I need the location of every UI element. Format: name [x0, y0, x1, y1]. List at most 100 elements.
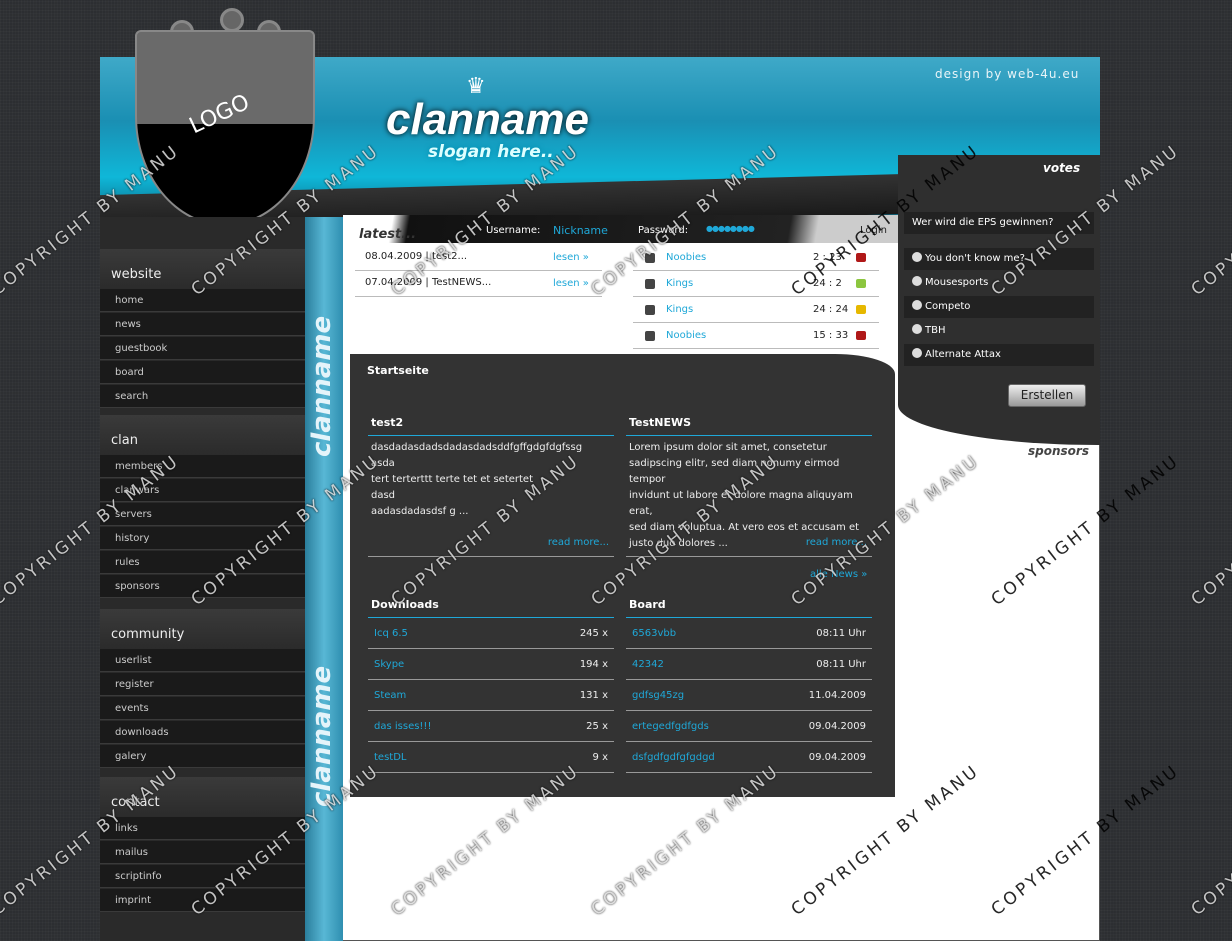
board-link[interactable]: 6563vbb — [632, 628, 677, 639]
board-time: 11.04.2009 — [808, 690, 866, 701]
downloads-count: 131 x — [579, 690, 608, 701]
news-line: dasdadasdadsdadasdadsddfgffgdgfdgfssg — [371, 442, 583, 453]
poll-option[interactable]: Competo — [904, 296, 1094, 318]
news-line: aadasdadasdsf g ... — [371, 506, 469, 517]
downloads-link[interactable]: Icq 6.5 — [374, 628, 408, 639]
board-row: 42342 08:11 Uhr — [626, 649, 872, 680]
username-input[interactable]: Nickname — [553, 224, 608, 237]
login-button[interactable]: Login — [860, 225, 887, 236]
sidebar-item-home[interactable]: home — [100, 289, 305, 312]
sidebar-item-guestbook[interactable]: guestbook — [100, 337, 305, 360]
section-title: contact — [111, 795, 160, 810]
board-time: 09.04.2009 — [808, 752, 866, 763]
latest-news-row: 08.04.2009 | test2... lesen » — [355, 245, 602, 271]
sidebar-item-rules[interactable]: rules — [100, 551, 305, 574]
board-time: 08:11 Uhr — [816, 628, 866, 639]
radio-button[interactable] — [912, 324, 922, 334]
board-link[interactable]: gdfsg45zg — [632, 690, 685, 701]
latest-title: latest... — [359, 227, 417, 242]
sidebar-item-search[interactable]: search — [100, 385, 305, 408]
downloads-row: das isses!!! 25 x — [368, 711, 614, 742]
news-text[interactable]: 07.04.2009 | TestNEWS... — [365, 277, 492, 288]
all-news-link[interactable]: alle News » — [810, 569, 868, 580]
clanwar-row: Kings 24 : 2 — [633, 271, 879, 297]
news-line: Lorem ipsum dolor sit amet, consetetur — [629, 442, 827, 453]
sidebar-section-clan: clan — [100, 415, 305, 455]
poll-option[interactable]: TBH — [904, 320, 1094, 342]
sidebar-item-board[interactable]: board — [100, 361, 305, 384]
opponent-link[interactable]: Noobies — [666, 330, 707, 341]
side-strip: clanname clanname — [305, 217, 343, 941]
read-more-link[interactable]: read more... — [626, 537, 872, 557]
board-row: dsfgdfgdfgfgdgd 09.04.2009 — [626, 742, 872, 773]
read-link[interactable]: lesen » — [553, 252, 589, 263]
clanwar-row: Kings 24 : 24 — [633, 297, 879, 323]
latest-bar — [343, 215, 899, 243]
sidebar-item-galery[interactable]: galery — [100, 745, 305, 768]
section-title: community — [111, 627, 185, 642]
board-time: 08:11 Uhr — [816, 659, 866, 670]
news-title[interactable]: test2 — [368, 416, 614, 436]
votes-title: votes — [1043, 161, 1081, 175]
content-title: Startseite — [367, 364, 429, 377]
poll-option[interactable]: Alternate Attax — [904, 344, 1094, 366]
username-label: Username: — [486, 225, 541, 236]
sidebar-item-clanwars[interactable]: clanwars — [100, 479, 305, 502]
radio-button[interactable] — [912, 300, 922, 310]
sidebar-nav: website home news guestbook board search clan m… — [100, 217, 305, 941]
password-input[interactable]: ●●●●●●●● — [706, 224, 755, 233]
read-more-link[interactable]: read more... — [368, 537, 614, 557]
downloads-count: 9 x — [592, 752, 608, 763]
score: 2 : 23 — [813, 252, 842, 263]
sidebar-item-sponsors[interactable]: sponsors — [100, 575, 305, 598]
section-title: website — [111, 267, 162, 282]
sidebar-item-register[interactable]: register — [100, 673, 305, 696]
radio-button[interactable] — [912, 276, 922, 286]
sidebar-item-events[interactable]: events — [100, 697, 305, 720]
downloads-row: testDL 9 x — [368, 742, 614, 773]
sidebar-item-members[interactable]: members — [100, 455, 305, 478]
option-label: Alternate Attax — [925, 349, 1001, 360]
radio-button[interactable] — [912, 348, 922, 358]
poll-option[interactable]: Mousesports — [904, 272, 1094, 294]
watermark: COPYRIGHT BY MANU — [1187, 761, 1232, 920]
sidebar-section-website: website — [100, 249, 305, 289]
sidebar-item-userlist[interactable]: userlist — [100, 649, 305, 672]
opponent-link[interactable]: Kings — [666, 304, 694, 315]
latest-news-row: 07.04.2009 | TestNEWS... lesen » — [355, 271, 602, 297]
sidebar-item-downloads[interactable]: downloads — [100, 721, 305, 744]
downloads-count: 245 x — [579, 628, 608, 639]
radio-button[interactable] — [912, 252, 922, 262]
design-credit: design by web-4u.eu — [935, 67, 1080, 81]
board-title: Board — [626, 598, 872, 618]
score: 24 : 24 — [813, 304, 849, 315]
board-link[interactable]: 42342 — [632, 659, 664, 670]
content-panel — [350, 354, 895, 797]
slogan: slogan here.. — [428, 142, 554, 162]
sidebar-item-mailus[interactable]: mailus — [100, 841, 305, 864]
poll-option[interactable]: You don't know me? — [904, 248, 1094, 270]
downloads-link[interactable]: Skype — [374, 659, 405, 670]
sidebar-item-history[interactable]: history — [100, 527, 305, 550]
sidebar-item-scriptinfo[interactable]: scriptinfo — [100, 865, 305, 888]
board-link[interactable]: ertegedfgdfgds — [632, 721, 709, 732]
strip-clanname: clanname — [307, 665, 337, 807]
opponent-link[interactable]: Kings — [666, 278, 694, 289]
score: 15 : 33 — [813, 330, 849, 341]
sidebar-item-links[interactable]: links — [100, 817, 305, 840]
sidebar-item-imprint[interactable]: imprint — [100, 889, 305, 912]
downloads-link[interactable]: das isses!!! — [374, 721, 432, 732]
downloads-link[interactable]: Steam — [374, 690, 407, 701]
news-title[interactable]: TestNEWS — [626, 416, 872, 436]
opponent-link[interactable]: Noobies — [666, 252, 707, 263]
erstellen-button[interactable]: Erstellen — [1008, 384, 1086, 407]
news-text[interactable]: 08.04.2009 | test2... — [365, 251, 468, 262]
board-link[interactable]: dsfgdfgdfgfgdgd — [632, 752, 715, 763]
sidebar-item-servers[interactable]: servers — [100, 503, 305, 526]
downloads-link[interactable]: testDL — [374, 752, 407, 763]
option-label: TBH — [925, 325, 946, 336]
read-link[interactable]: lesen » — [553, 278, 589, 289]
clan-name: clanname — [386, 95, 589, 144]
sidebar-section-contact: contact — [100, 777, 305, 817]
sidebar-item-news[interactable]: news — [100, 313, 305, 336]
